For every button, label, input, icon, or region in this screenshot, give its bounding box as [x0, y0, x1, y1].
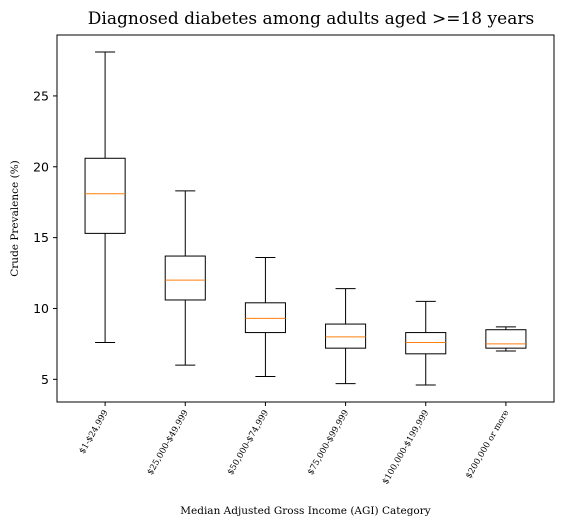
iqr-box	[244, 302, 286, 334]
box-2	[164, 190, 206, 366]
x-tick-label: $25,000-$49,999	[146, 409, 191, 477]
box-6	[485, 326, 527, 352]
x-tick-label: $1-$24,999	[78, 409, 111, 456]
x-axis: $1-$24,999 $25,000-$49,999 $50,000-$74,999…	[78, 402, 512, 486]
y-tick-label: 10	[33, 301, 49, 316]
x-tick-label: $100,000-$199,999	[381, 409, 432, 487]
chart-title: Diagnosed diabetes among adults aged >=1…	[88, 9, 534, 29]
box-3	[244, 256, 286, 377]
x-tick-label: $50,000-$74,999	[226, 409, 271, 477]
x-axis-label: Median Adjusted Gross Income (AGI) Categ…	[180, 505, 431, 517]
iqr-box	[325, 323, 367, 349]
x-tick-label: $75,000-$99,999	[306, 409, 351, 477]
y-tick-label: 20	[33, 159, 49, 174]
y-tick-label: 25	[33, 88, 49, 103]
y-axis-label: Crude Prevalence (%)	[9, 160, 21, 277]
plot-area	[56, 34, 555, 403]
boxes-group	[84, 51, 527, 386]
iqr-box	[485, 329, 527, 349]
iqr-box	[84, 157, 126, 234]
iqr-box	[164, 255, 206, 301]
box-1	[84, 51, 126, 343]
x-tick-label: $200,000 or more	[464, 408, 511, 480]
plot-frame	[56, 34, 555, 403]
y-tick-label: 5	[41, 372, 49, 387]
y-tick-label: 15	[33, 230, 49, 245]
iqr-box	[405, 332, 447, 355]
y-axis: 5 10 15 20 25	[33, 88, 57, 387]
box-5	[405, 300, 447, 386]
box-4	[325, 288, 367, 385]
